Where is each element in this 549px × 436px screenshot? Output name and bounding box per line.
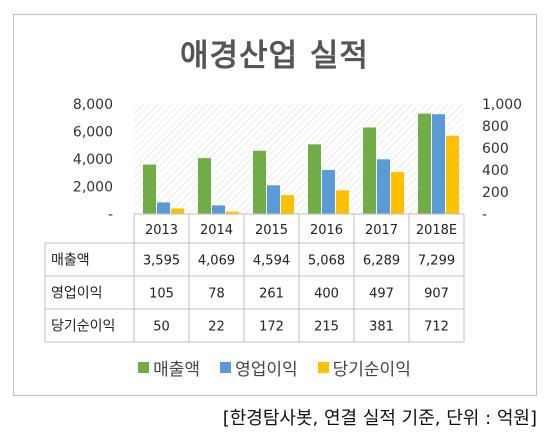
- table-cell-net-income-2017: 381: [369, 320, 394, 335]
- legend-swatch-operating-profit: [220, 362, 232, 373]
- table-cell-sales-2016: 5,068: [308, 254, 345, 269]
- source-note: [한경탐사봇, 연결 실적 기준, 단위 : 억원]: [222, 408, 537, 429]
- left-axis-tick: -: [108, 207, 113, 223]
- legend-swatch-sales: [138, 362, 150, 373]
- table-cell-operating-profit-2014: 78: [208, 287, 225, 302]
- table-cell-sales-2014: 4,069: [198, 254, 235, 269]
- bar-operating-profit-2015: [267, 185, 280, 214]
- bar-net-income-2015: [281, 195, 294, 214]
- legend-label-sales: 매출액: [153, 360, 201, 380]
- bar-net-income-2017: [391, 172, 404, 214]
- left-axis-tick: 4,000: [73, 152, 113, 168]
- table-cell-net-income-2014: 22: [208, 320, 225, 335]
- legend-swatch-net-income: [317, 362, 329, 373]
- bar-operating-profit-2013: [157, 202, 170, 214]
- bar-sales-2018E: [418, 113, 431, 214]
- category-label-2013: 2013: [145, 223, 178, 238]
- right-axis-tick: 1,000: [482, 97, 522, 113]
- table-cell-operating-profit-2018E: 907: [424, 287, 449, 302]
- bar-net-income-2014: [226, 211, 239, 214]
- right-axis-tick: 800: [482, 119, 509, 135]
- category-label-2016: 2016: [310, 223, 343, 238]
- legend-item-sales: 매출액: [138, 355, 200, 380]
- bar-net-income-2018E: [446, 135, 459, 214]
- right-axis-tick: -: [482, 207, 487, 223]
- left-axis-tick: 8,000: [73, 97, 113, 113]
- right-axis-tick: 200: [482, 185, 509, 201]
- table-cell-operating-profit-2015: 261: [259, 287, 284, 302]
- table-cell-operating-profit-2013: 105: [149, 287, 174, 302]
- chart-title: 애경산업 실적: [180, 38, 369, 74]
- bar-net-income-2016: [336, 190, 349, 214]
- category-label-2017: 2017: [365, 223, 398, 238]
- bar-operating-profit-2017: [377, 159, 390, 214]
- right-axis-tick: 400: [482, 163, 509, 179]
- table-cell-operating-profit-2017: 497: [369, 287, 394, 302]
- table-cell-sales-2017: 6,289: [363, 254, 400, 269]
- bar-operating-profit-2018E: [432, 114, 445, 214]
- bar-sales-2015: [253, 150, 266, 214]
- table-cell-sales-2013: 3,595: [143, 254, 180, 269]
- legend-item-net-income: 당기순이익: [317, 355, 411, 380]
- table-row-header-operating-profit: 영업이익: [51, 286, 103, 302]
- table-cell-net-income-2013: 50: [153, 320, 170, 335]
- table-row-header-net-income: 당기순이익: [51, 319, 115, 335]
- bar-operating-profit-2016: [322, 170, 335, 214]
- category-label-2014: 2014: [200, 223, 233, 238]
- legend-item-operating-profit: 영업이익: [220, 355, 298, 380]
- table-cell-net-income-2018E: 712: [424, 320, 449, 335]
- left-axis-tick: 2,000: [73, 180, 113, 196]
- chart-legend: 매출액 영업이익 당기순이익: [0, 355, 549, 380]
- bar-net-income-2013: [171, 208, 184, 214]
- table-cell-net-income-2015: 172: [259, 320, 284, 335]
- table-cell-operating-profit-2016: 400: [314, 287, 339, 302]
- legend-label-operating-profit: 영업이익: [235, 360, 298, 380]
- bar-operating-profit-2014: [212, 205, 225, 214]
- table-cell-sales-2015: 4,594: [253, 254, 290, 269]
- right-axis-tick: 600: [482, 141, 509, 157]
- category-label-2018E: 2018E: [416, 223, 457, 238]
- table-row-header-sales: 매출액: [51, 253, 90, 269]
- bar-sales-2017: [363, 127, 376, 214]
- left-axis-tick: 6,000: [73, 125, 113, 141]
- table-cell-net-income-2016: 215: [314, 320, 339, 335]
- bar-sales-2013: [143, 164, 156, 214]
- bar-sales-2016: [308, 144, 321, 214]
- legend-label-net-income: 당기순이익: [332, 360, 411, 380]
- bar-sales-2014: [198, 158, 211, 214]
- plot-area-background: [134, 104, 464, 214]
- category-label-2015: 2015: [255, 223, 288, 238]
- table-cell-sales-2018E: 7,299: [418, 254, 455, 269]
